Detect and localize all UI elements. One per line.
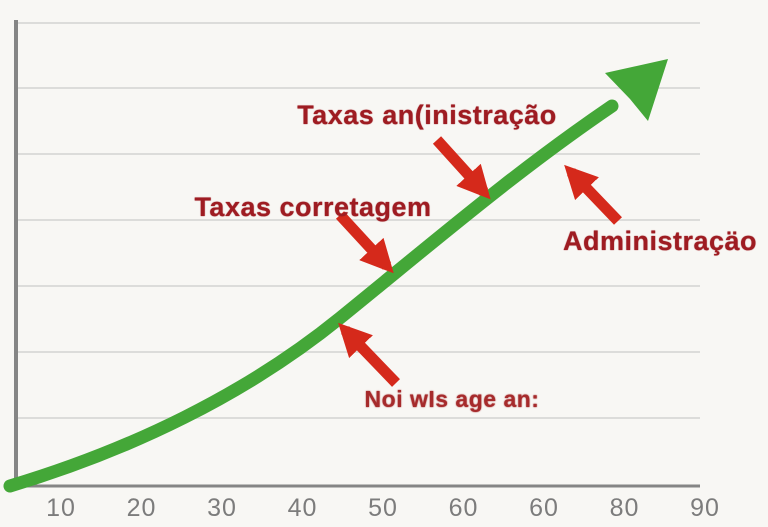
annotation-label-administracao: Administraçäo <box>562 226 758 256</box>
growth-curve-line <box>3 99 619 493</box>
x-tick-label: 30 <box>207 494 237 522</box>
x-tick-label: 20 <box>126 494 157 522</box>
x-tick-label: 50 <box>368 494 398 522</box>
x-axis-tick-row: 10 20 30 40 50 60 60 80 90 <box>38 494 728 523</box>
annotation-arrow-bottom-icon <box>338 322 400 387</box>
annotation-label-bottom: Noi wIs age an: <box>364 386 540 412</box>
annotation-label-taxas-corretagem: Taxas corretagem <box>194 192 432 222</box>
x-tick-label: 60 <box>529 494 559 522</box>
growth-curve-arrowhead-icon <box>605 59 668 121</box>
x-tick-label: 40 <box>287 494 318 522</box>
annotation-arrow-taxas-administracao-icon <box>432 136 491 200</box>
x-tick-label: 90 <box>690 494 720 522</box>
annotation-arrow-administracao-icon <box>564 164 622 225</box>
x-tick-label: 60 <box>448 494 479 522</box>
annotation-arrow-taxas-corretagem-icon <box>335 211 394 274</box>
x-tick-label: 80 <box>609 494 640 522</box>
x-tick-label: 10 <box>46 494 76 522</box>
annotation-label-taxas-administracao: Taxas an(inistração <box>297 100 557 130</box>
